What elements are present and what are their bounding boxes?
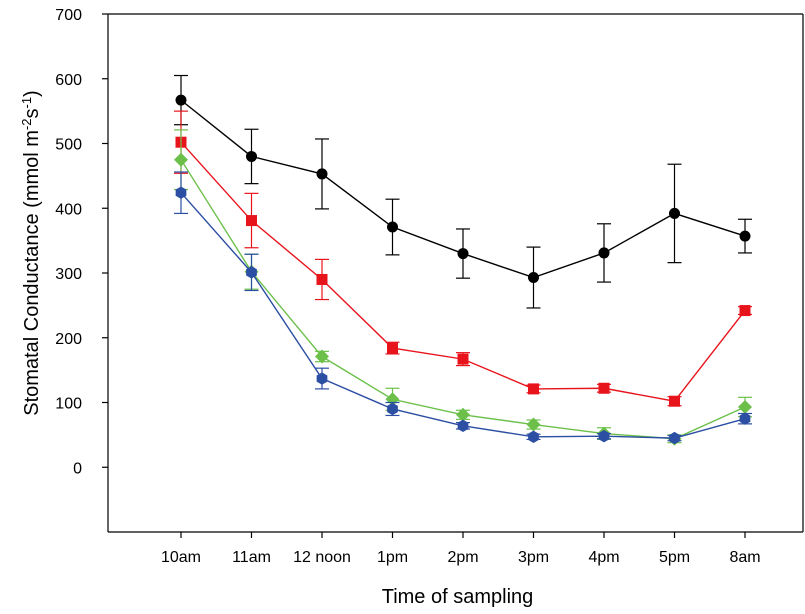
data-point <box>669 207 680 219</box>
series-layer <box>174 74 752 446</box>
y-tick-label: 200 <box>55 331 82 348</box>
data-point <box>526 417 541 432</box>
x-axis-title: Time of sampling <box>382 586 534 608</box>
data-point <box>246 215 257 227</box>
x-tick-label: 2pm <box>447 549 478 566</box>
x-tick-label: 1pm <box>377 549 408 566</box>
data-point <box>457 248 469 260</box>
series-1 <box>174 74 752 309</box>
data-point <box>315 349 329 364</box>
y-axis-title-middle: s <box>21 109 43 119</box>
series-4 <box>174 171 752 445</box>
x-tick-label: 8am <box>729 549 760 566</box>
y-axis-title-sup1: -2 <box>19 119 34 131</box>
x-tick-label: 11am <box>232 549 271 566</box>
data-point <box>175 186 187 199</box>
y-axis-title-prefix: Stomatal Conductance (mmol m <box>21 130 43 416</box>
data-point <box>669 395 680 407</box>
y-tick-label: 500 <box>55 137 82 154</box>
data-point <box>174 152 188 167</box>
y-axis-title: Stomatal Conductance (mmol m-2s-1) <box>19 90 43 415</box>
data-point <box>246 150 257 162</box>
series-line <box>180 159 746 440</box>
data-point <box>387 342 398 354</box>
y-tick-label: 100 <box>55 396 82 413</box>
data-point <box>175 94 187 106</box>
data-point <box>528 272 539 284</box>
x-tick-label: 10am <box>161 549 201 566</box>
y-tick-label: 400 <box>55 201 82 218</box>
data-point <box>457 419 469 433</box>
y-axis-title-sup2: -1 <box>19 97 34 109</box>
series-3 <box>174 129 752 446</box>
x-tick-label: 12 noon <box>293 549 351 566</box>
data-point <box>738 400 752 415</box>
x-tick-label: 3pm <box>518 549 549 566</box>
y-tick-label: 300 <box>55 266 82 283</box>
axes: 0 100 200 300 400 500 600 700 10am 11am 12 noon 1pm… <box>55 7 804 566</box>
data-point <box>528 430 539 444</box>
y-tick-label: 700 <box>55 7 82 24</box>
data-point <box>387 402 398 416</box>
data-point <box>598 247 610 259</box>
data-point <box>457 353 469 365</box>
y-tick-label: 0 <box>73 460 82 477</box>
data-point <box>316 273 328 285</box>
data-point <box>739 412 751 425</box>
data-point <box>456 407 470 422</box>
x-tick-label: 5pm <box>659 549 690 566</box>
data-point <box>739 230 751 242</box>
data-point <box>246 266 257 279</box>
data-point <box>316 372 328 385</box>
y-axis-title-suffix: ) <box>21 90 43 97</box>
data-point <box>598 429 610 443</box>
data-point <box>739 305 751 317</box>
x-tick-label: 4pm <box>588 549 619 566</box>
data-point <box>598 382 610 394</box>
y-tick-label: 600 <box>55 72 82 89</box>
data-point <box>528 383 539 395</box>
data-point <box>316 168 328 180</box>
data-point <box>387 221 398 233</box>
data-point <box>669 431 680 445</box>
